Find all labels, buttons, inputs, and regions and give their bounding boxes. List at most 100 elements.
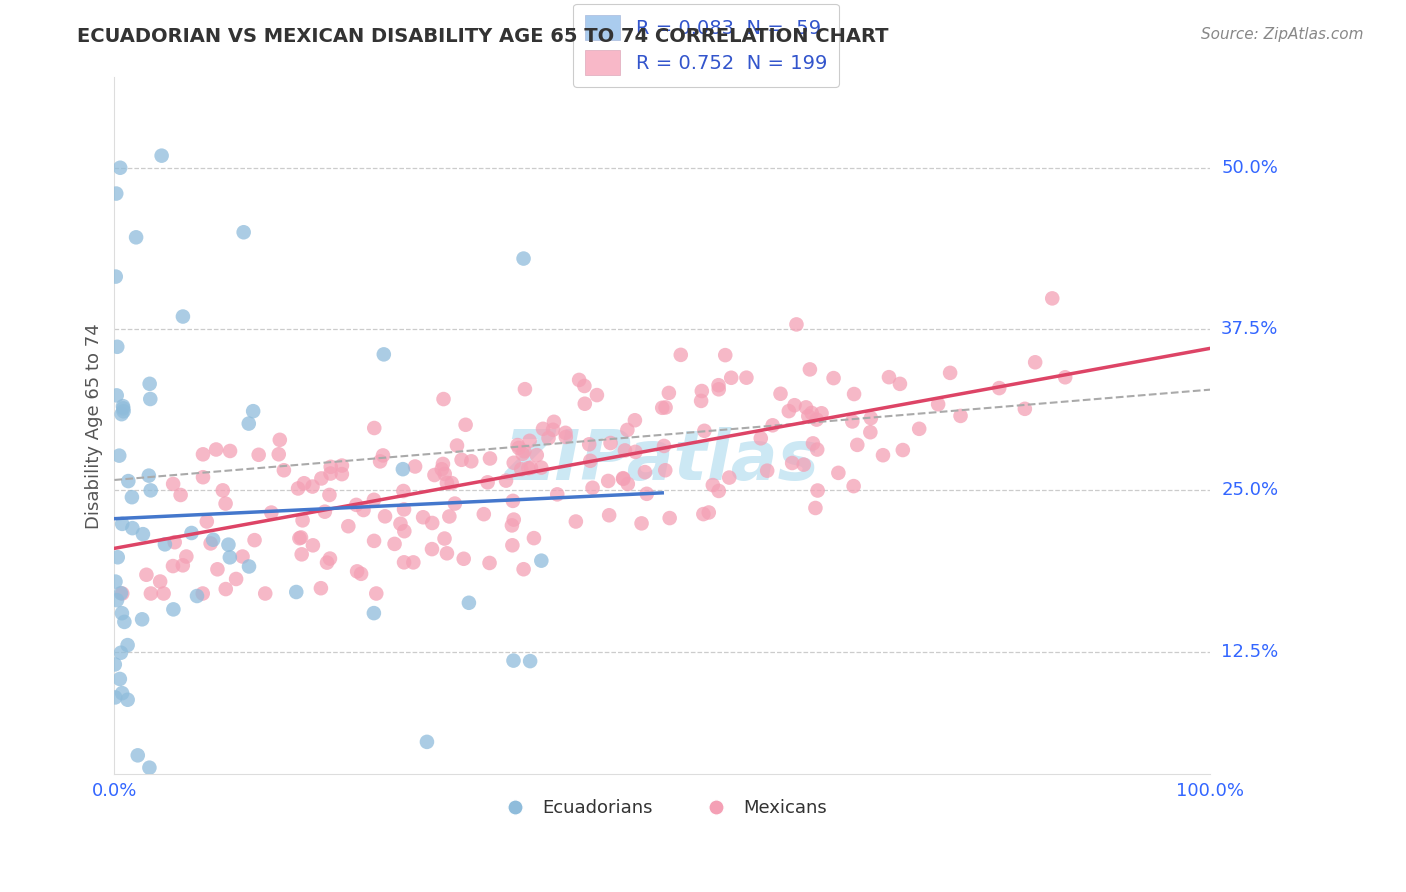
Point [111, 399, 134, 413]
Point [207, 562, 229, 576]
Point [111, 586, 134, 600]
Point [581, 481, 603, 495]
Point [117, 474, 139, 488]
Point [292, 476, 315, 491]
Point [692, 507, 714, 521]
Point [363, 533, 385, 548]
Point [433, 467, 456, 481]
Text: Source: ZipAtlas.com: Source: ZipAtlas.com [1201, 27, 1364, 42]
Point [478, 556, 501, 570]
Point [139, 392, 162, 406]
Point [217, 538, 239, 552]
Point [363, 606, 385, 620]
Point [495, 474, 517, 488]
Point [735, 370, 758, 384]
Point [714, 348, 737, 362]
Point [565, 515, 588, 529]
Point [260, 506, 283, 520]
Point [707, 382, 730, 396]
Point [613, 443, 636, 458]
Point [801, 436, 824, 450]
Point [337, 519, 360, 533]
Point [110, 407, 132, 421]
Point [598, 474, 620, 488]
Point [651, 401, 673, 415]
Point [172, 310, 194, 324]
Point [423, 468, 446, 483]
Point [450, 452, 472, 467]
Point [110, 586, 132, 600]
Point [800, 406, 823, 420]
Point [149, 574, 172, 589]
Point [330, 458, 353, 473]
Text: 12.5%: 12.5% [1222, 642, 1278, 661]
Point [530, 460, 553, 475]
Point [153, 537, 176, 551]
Point [291, 513, 314, 527]
Point [693, 424, 716, 438]
Point [460, 454, 482, 468]
Point [363, 421, 385, 435]
Point [546, 487, 568, 501]
Point [797, 409, 820, 424]
Point [579, 454, 602, 468]
Point [778, 404, 800, 418]
Point [859, 425, 882, 440]
Point [273, 463, 295, 477]
Point [702, 478, 724, 492]
Point [624, 413, 647, 427]
Point [908, 422, 931, 436]
Point [195, 515, 218, 529]
Point [105, 340, 128, 354]
Point [121, 490, 143, 504]
Point [823, 371, 845, 385]
Point [389, 516, 412, 531]
Point [104, 269, 127, 284]
Point [139, 586, 162, 600]
Point [139, 483, 162, 498]
Point [107, 550, 129, 565]
Point [654, 401, 676, 415]
Point [988, 381, 1011, 395]
Point [506, 438, 529, 452]
Point [394, 524, 416, 539]
Point [554, 425, 576, 440]
Point [191, 447, 214, 461]
Point [353, 503, 375, 517]
Point [232, 225, 254, 239]
Point [350, 566, 373, 581]
Point [135, 567, 157, 582]
Point [799, 362, 821, 376]
Point [214, 497, 236, 511]
Point [697, 506, 720, 520]
Point [238, 417, 260, 431]
Point [111, 686, 134, 700]
Point [804, 500, 827, 515]
Point [502, 494, 524, 508]
Point [617, 477, 640, 491]
Point [138, 468, 160, 483]
Point [392, 462, 415, 476]
Point [121, 521, 143, 535]
Point [508, 441, 530, 455]
Point [949, 409, 972, 423]
Point [316, 556, 339, 570]
Point [402, 555, 425, 569]
Point [215, 582, 238, 596]
Point [517, 461, 540, 475]
Point [440, 476, 463, 491]
Point [630, 516, 652, 531]
Point [319, 467, 342, 481]
Point [104, 657, 127, 672]
Point [513, 444, 536, 458]
Point [191, 470, 214, 484]
Point [512, 447, 534, 461]
Point [314, 505, 336, 519]
Point [247, 448, 270, 462]
Point [384, 537, 406, 551]
Point [443, 497, 465, 511]
Point [785, 318, 807, 332]
Text: 25.0%: 25.0% [1222, 482, 1278, 500]
Point [846, 438, 869, 452]
Point [243, 533, 266, 548]
